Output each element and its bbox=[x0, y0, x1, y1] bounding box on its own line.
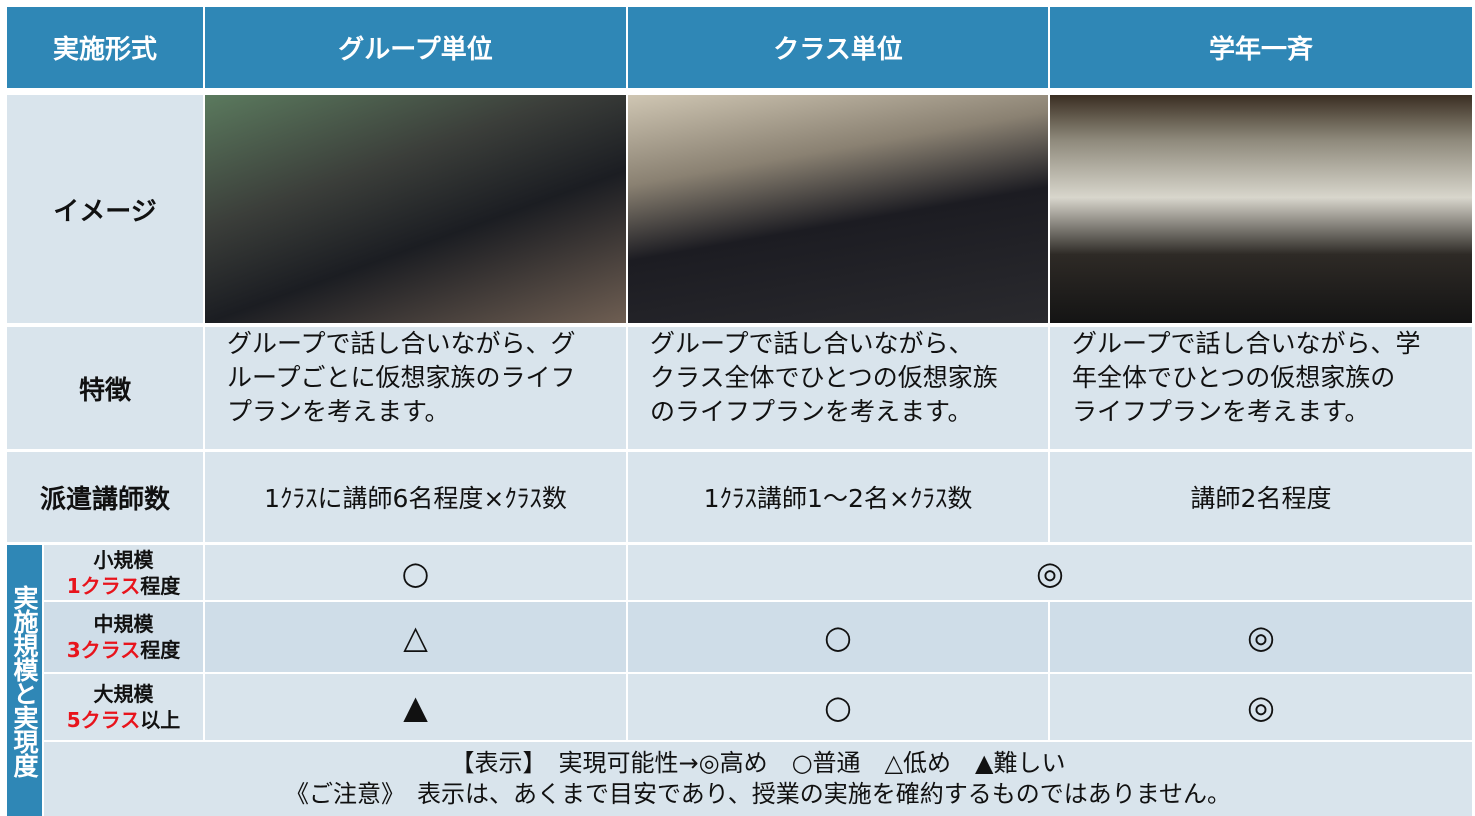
photo bbox=[628, 95, 1048, 323]
feature-line: グループで話し合いながら、グ bbox=[227, 329, 576, 358]
feasibility-mark: ○ bbox=[628, 602, 1048, 672]
feature-line: のライフプランを考えます。 bbox=[650, 397, 973, 426]
feasibility-mark: △ bbox=[205, 602, 626, 672]
scale-size: 中規模 bbox=[93, 612, 154, 636]
feature-line: プランを考えます。 bbox=[227, 397, 450, 426]
header-cell: 実施形式 bbox=[7, 7, 203, 88]
feature-line: 年全体でひとつの仮想家族の bbox=[1072, 363, 1396, 392]
scale-suffix: 程度 bbox=[140, 573, 181, 598]
scale-count-line: 1クラス程度 bbox=[67, 573, 181, 599]
feature-line: ループごとに仮想家族のライフ bbox=[227, 363, 576, 392]
scale-row-label: 大規模 5クラス以上 bbox=[44, 674, 203, 740]
scale-row-label: 小規模 1クラス程度 bbox=[44, 545, 203, 600]
row-label: 特徴 bbox=[7, 327, 203, 449]
row-label: 派遣講師数 bbox=[7, 452, 203, 542]
feature-line: グループで話し合いながら、 bbox=[650, 329, 974, 358]
note-line: 《ご注意》 表示は、あくまで目安であり、授業の実施を確約するものではありません。 bbox=[284, 780, 1232, 808]
feature-line: グループで話し合いながら、学 bbox=[1072, 329, 1421, 358]
instructor-cell: 1ｸﾗｽに講師6名程度×ｸﾗｽ数 bbox=[205, 452, 626, 542]
note-line: 【表示】 実現可能性→◎高め ○普通 △低め ▲難しい bbox=[450, 749, 1066, 777]
feature-cell: グループで話し合いながら、学 年全体でひとつの仮想家族の ライフプランを考えます。 bbox=[1050, 327, 1472, 449]
feasibility-mark: ○ bbox=[628, 674, 1048, 740]
photo bbox=[205, 95, 626, 323]
scale-size: 小規模 bbox=[93, 547, 154, 572]
scale-suffix: 以上 bbox=[140, 708, 181, 732]
instructor-cell: 1ｸﾗｽ講師1～2名×ｸﾗｽ数 bbox=[628, 452, 1048, 542]
scale-count: 1クラス bbox=[66, 573, 141, 598]
photo bbox=[1050, 95, 1472, 323]
feature-cell: グループで話し合いながら、 クラス全体でひとつの仮想家族 のライフプランを考えます。 bbox=[628, 327, 1048, 449]
header-cell: クラス単位 bbox=[628, 7, 1048, 88]
scale-size: 大規模 bbox=[93, 682, 154, 706]
scale-row-label: 中規模 3クラス程度 bbox=[44, 602, 203, 672]
scale-count: 5クラス bbox=[66, 708, 141, 732]
scale-count-line: 3クラス程度 bbox=[67, 637, 181, 663]
scale-count-line: 5クラス以上 bbox=[67, 707, 181, 733]
header-cell: グループ単位 bbox=[205, 7, 626, 88]
scale-count: 3クラス bbox=[66, 638, 141, 662]
feasibility-mark: ▲ bbox=[205, 674, 626, 740]
feature-line: クラス全体でひとつの仮想家族 bbox=[650, 363, 998, 392]
header-cell: 学年一斉 bbox=[1050, 7, 1472, 88]
feature-line: ライフプランを考えます。 bbox=[1072, 397, 1370, 426]
feature-cell: グループで話し合いながら、グ ループごとに仮想家族のライフ プランを考えます。 bbox=[205, 327, 626, 449]
feasibility-mark: ◎ bbox=[1050, 602, 1472, 672]
scale-label: 実施規模と実現度 bbox=[7, 545, 42, 816]
scale-suffix: 程度 bbox=[140, 638, 181, 662]
feasibility-mark: ◎ bbox=[628, 545, 1472, 600]
instructor-cell: 講師2名程度 bbox=[1050, 452, 1472, 542]
notes: 【表示】 実現可能性→◎高め ○普通 △低め ▲難しい《ご注意》 表示は、あくま… bbox=[44, 742, 1472, 816]
feasibility-mark: ◎ bbox=[1050, 674, 1472, 740]
feasibility-mark: ○ bbox=[205, 545, 626, 600]
row-label: イメージ bbox=[7, 95, 203, 323]
